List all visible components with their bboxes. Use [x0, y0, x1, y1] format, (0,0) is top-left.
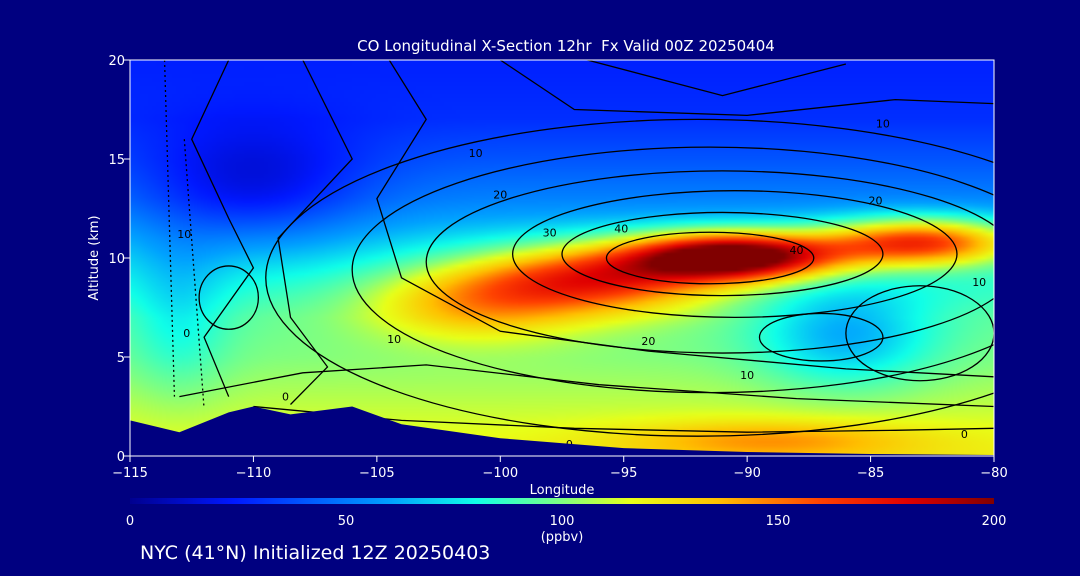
contour-line [376, 60, 994, 378]
x-tick-label: −100 [482, 466, 518, 481]
colorbar-tick-label: 100 [550, 514, 575, 529]
contour-label: 20 [493, 189, 507, 202]
colorbar-units-label: (ppbv) [541, 530, 584, 545]
colorbar-tick-label: 0 [126, 514, 134, 529]
contour-label: 10 [876, 117, 890, 130]
y-tick-label: 15 [108, 153, 125, 168]
terrain-mask [130, 406, 994, 456]
chart-title: CO Longitudinal X-Section 12hr Fx Valid … [357, 37, 775, 55]
y-tick-label: 0 [117, 450, 125, 465]
colorbar-tick-label: 150 [766, 514, 791, 529]
contour-label: 40 [790, 244, 804, 257]
contour-label: 0 [183, 327, 190, 340]
contour-label: 10 [387, 333, 401, 346]
x-tick-label: −95 [610, 466, 637, 481]
x-axis-label: Longitude [530, 483, 595, 498]
contour-line [179, 364, 994, 408]
contour-labels: 10101010101020202030404000000 [177, 117, 986, 451]
contour-label: 0 [282, 391, 289, 404]
y-axis-label: Altitude (km) [87, 215, 102, 300]
y-tick-label: 10 [108, 252, 125, 267]
contour-label: 40 [614, 222, 628, 235]
colorbar [130, 498, 994, 504]
contour-label: 10 [972, 276, 986, 289]
contour-line [758, 312, 884, 362]
y-axis: 0 5 10 15 20 [108, 54, 130, 465]
contour-line [277, 60, 353, 405]
contour-line [511, 190, 958, 319]
contour-line [845, 285, 994, 382]
contour-label: 20 [641, 335, 655, 348]
contour-line [265, 118, 994, 437]
contour-label: 10 [740, 369, 754, 382]
footer-text: NYC (41°N) Initialized 12Z 20250403 [140, 542, 491, 564]
colorbar-tick-label: 200 [982, 514, 1007, 529]
contour-line-dotted [183, 139, 205, 409]
contour-line-dotted [163, 60, 176, 397]
x-tick-label: −115 [112, 466, 148, 481]
contour-line [584, 60, 847, 97]
contour-label: 10 [469, 147, 483, 160]
plot-area: 10101010101020202030404000000 [130, 60, 994, 456]
x-tick-label: −105 [359, 466, 395, 481]
colorbar-tick-label: 50 [338, 514, 355, 529]
x-tick-label: −85 [857, 466, 884, 481]
x-tick-label: −90 [733, 466, 760, 481]
y-tick-label: 20 [108, 54, 125, 69]
contour-line [190, 60, 255, 397]
contour-label: 0 [961, 428, 968, 441]
contour-line [561, 211, 884, 297]
contour-line [499, 60, 994, 117]
x-axis: −115 −110 −105 −100 −95 −90 −85 −80 [112, 456, 1008, 481]
co-concentration-field [130, 60, 994, 456]
contour-line [198, 265, 260, 330]
contour-line [605, 231, 815, 285]
contour-line [425, 170, 994, 354]
contour-lines [163, 60, 994, 437]
contour-label: 30 [543, 226, 557, 239]
y-tick-label: 5 [117, 351, 125, 366]
contour-label: 10 [177, 228, 191, 241]
x-tick-label: −80 [980, 466, 1007, 481]
x-tick-label: −110 [236, 466, 272, 481]
contour-label: 20 [869, 195, 883, 208]
colorbar-ticks: 0 50 100 150 200 [126, 514, 1007, 529]
